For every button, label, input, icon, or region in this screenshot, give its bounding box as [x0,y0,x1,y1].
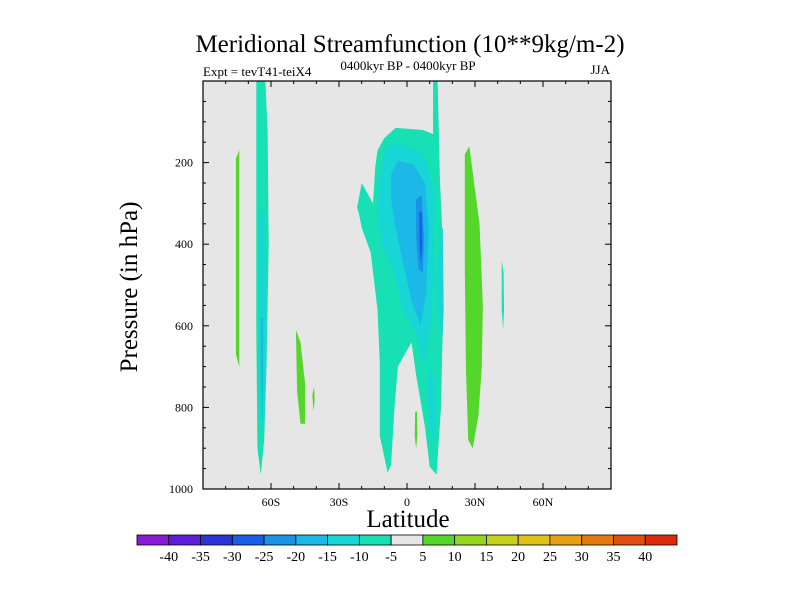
chart-title: Meridional Streamfunction (10**9kg/m-2) [195,31,624,58]
x-axis-label: Latitude [366,506,449,533]
colorbar-label: 15 [479,550,493,565]
colorbar-label: -20 [286,550,305,565]
colorbar-label: 5 [419,550,426,565]
colorbar-label: 10 [448,550,462,565]
colorbar-label: 30 [575,550,589,565]
center-subtitle: 0400kyr BP - 0400kyr BP [340,58,475,73]
contour-75s-positive [235,150,240,367]
left-subtitle: Expt = tevT41-teiX4 [203,64,312,79]
colorbar-swatch [358,534,392,546]
colorbar-swatch [136,534,170,546]
colorbar-swatch [168,534,201,546]
contour-tropical-minus30 [419,211,423,265]
contour-40s-positive [312,387,315,412]
colorbar-label: -5 [385,550,397,565]
colorbar-swatch [517,534,551,546]
colorbar-swatch [422,534,456,546]
colorbar-swatch [263,534,297,546]
y-tick-label: 800 [175,400,193,414]
y-tick-label: 200 [175,156,193,170]
contour-25n-core [439,227,444,347]
colorbar-swatch [327,534,360,546]
colorbar-label: 25 [543,550,557,565]
colorbar-swatch [390,534,424,546]
x-tick-label: 0 [404,495,410,509]
colorbar-swatch [231,534,265,546]
axis-ticks: 60S 30S 0 30N 60N 200 400 600 800 1000 [169,81,612,509]
colorbar-swatch [200,534,233,546]
colorbar-label: -40 [159,550,178,565]
colorbar-swatch [295,534,328,546]
contour-tropical-lower [427,362,436,440]
x-tick-label: 60S [262,495,281,509]
right-subtitle: JJA [590,62,610,77]
y-tick-label: 1000 [169,482,193,496]
contour-42n-negative [501,260,504,330]
colorbar-label: -15 [318,550,337,565]
contour-fills [235,81,504,475]
colorbar: -40 -35 -30 -25 -20 -15 -10 -5 5 10 15 20 25 30 35 40 [136,534,678,565]
y-tick-label: 600 [175,319,193,333]
x-tick-label: 30S [330,495,349,509]
colorbar-swatch [581,534,614,546]
colorbar-label: 35 [606,550,620,565]
colorbar-label: -10 [350,550,369,565]
colorbar-label: -25 [255,550,274,565]
x-tick-label: 30N [465,495,486,509]
colorbar-swatch [486,534,519,546]
colorbar-swatch [644,534,678,546]
contour-45s-positive [295,329,305,424]
colorbar-label: -35 [191,550,210,565]
colorbar-label: 40 [638,550,652,565]
y-tick-label: 400 [175,237,193,251]
x-tick-label: 60N [533,495,554,509]
contour-60s-deep [260,317,264,424]
colorbar-label: -30 [223,550,242,565]
colorbar-swatch [549,534,583,546]
contour-30n-positive [464,146,483,449]
colorbar-swatch [613,534,646,546]
colorbar-swatch [454,534,487,546]
colorbar-label: 20 [511,550,525,565]
contour-5n-positive [414,411,418,449]
y-axis-label: Pressure (in hPa) [116,202,143,373]
